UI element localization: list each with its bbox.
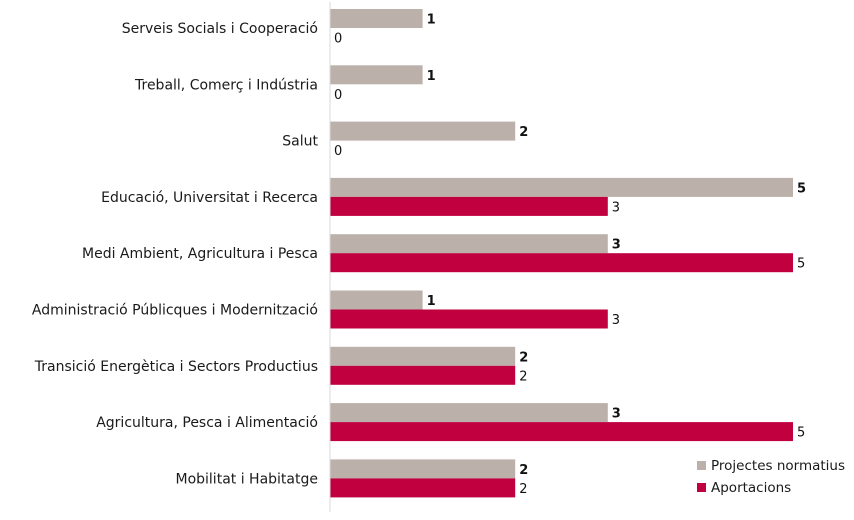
bar-aportacions — [330, 422, 793, 442]
legend-label: Aportacions — [711, 480, 791, 496]
bar-projectes-normatius — [330, 403, 608, 423]
category-label: Transició Energètica i Sectors Productiu… — [34, 359, 318, 375]
bar-projectes-normatius — [330, 177, 793, 197]
bar-projectes-normatius — [330, 121, 516, 141]
bar-aportacions — [330, 365, 516, 385]
bar-projectes-normatius — [330, 234, 608, 254]
category-label: Treball, Comerç i Indústria — [134, 77, 318, 93]
value-labels: 1 0 1 0 2 0 5 3 3 5 1 3 2 2 3 5 2 2 — [334, 13, 806, 497]
category-label: Administració Públicques i Modernització — [32, 303, 318, 319]
bar-projectes-normatius — [330, 459, 516, 479]
legend-label: Projectes normatius — [711, 458, 845, 474]
category-label: Medi Ambient, Agricultura i Pesca — [82, 246, 318, 262]
legend: Projectes normatius Aportacions — [697, 458, 845, 496]
bar-aportacions — [330, 253, 793, 273]
data-label: 1 — [427, 13, 436, 28]
bar-projectes-normatius — [330, 346, 516, 366]
category-labels: Serveis Socials i Cooperació Treball, Com… — [32, 21, 319, 487]
data-label: 1 — [427, 294, 436, 309]
data-label: 0 — [334, 32, 342, 47]
category-label: Agricultura, Pesca i Alimentació — [96, 415, 318, 431]
legend-swatch — [697, 461, 706, 470]
legend-swatch — [697, 483, 706, 492]
data-label: 2 — [519, 482, 527, 497]
data-label: 2 — [519, 350, 528, 365]
data-label: 3 — [612, 200, 620, 215]
data-label: 2 — [519, 125, 528, 140]
category-label: Serveis Socials i Cooperació — [122, 21, 318, 37]
data-label: 1 — [427, 69, 436, 84]
data-label: 0 — [334, 144, 342, 159]
data-label: 2 — [519, 369, 527, 384]
bar-aportacions — [330, 196, 608, 216]
bars — [330, 9, 793, 498]
data-label: 5 — [797, 181, 806, 196]
category-label: Salut — [282, 134, 318, 150]
bar-projectes-normatius — [330, 9, 423, 28]
bar-projectes-normatius — [330, 290, 423, 310]
data-label: 5 — [797, 257, 805, 272]
bar-aportacions — [330, 478, 516, 498]
data-label: 3 — [612, 238, 621, 253]
bar-projectes-normatius — [330, 65, 423, 85]
data-label: 3 — [612, 313, 620, 328]
category-label: Educació, Universitat i Recerca — [101, 190, 318, 206]
bar-aportacions — [330, 309, 608, 329]
data-label: 2 — [519, 463, 528, 478]
data-label: 0 — [334, 88, 342, 103]
category-label: Mobilitat i Habitatge — [176, 471, 319, 487]
data-label: 5 — [797, 426, 805, 441]
data-label: 3 — [612, 407, 621, 422]
